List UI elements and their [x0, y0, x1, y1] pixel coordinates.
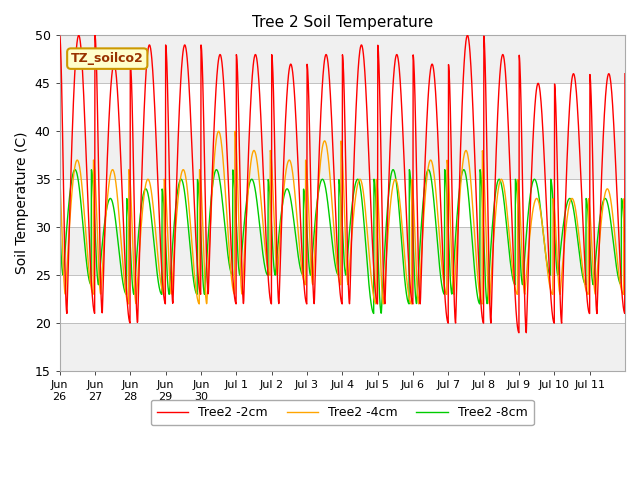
Tree2 -8cm: [56, 219, 63, 225]
Tree2 -2cm: [261, 211, 269, 216]
Tree2 -4cm: [56, 170, 63, 176]
Bar: [60, 179, 625, 227]
Tree2 -2cm: [588, 93, 595, 99]
Bar: [60, 84, 625, 131]
Bar: [60, 227, 625, 275]
Tree2 -2cm: [515, 330, 523, 336]
Tree2 -4cm: [588, 234, 595, 240]
Tree2 -4cm: [239, 273, 247, 278]
Tree2 -2cm: [621, 71, 629, 77]
Tree2 -8cm: [588, 268, 595, 274]
Tree2 -4cm: [591, 288, 598, 294]
Tree2 -8cm: [389, 167, 397, 172]
Bar: [60, 275, 625, 323]
Bar: [60, 36, 625, 84]
Tree2 -4cm: [354, 182, 362, 188]
Line: Tree2 -8cm: Tree2 -8cm: [60, 169, 625, 313]
Tree2 -2cm: [56, 33, 63, 38]
Tree2 -8cm: [591, 267, 598, 273]
Y-axis label: Soil Temperature (C): Soil Temperature (C): [15, 132, 29, 275]
Tree2 -8cm: [621, 239, 629, 244]
Tree2 -2cm: [199, 79, 207, 84]
Legend: Tree2 -2cm, Tree2 -4cm, Tree2 -8cm: Tree2 -2cm, Tree2 -4cm, Tree2 -8cm: [151, 400, 534, 425]
Title: Tree 2 Soil Temperature: Tree 2 Soil Temperature: [252, 15, 433, 30]
Tree2 -8cm: [353, 177, 361, 182]
Tree2 -4cm: [199, 224, 207, 229]
Tree2 -8cm: [199, 275, 207, 280]
Tree2 -4cm: [478, 301, 486, 307]
Bar: [60, 323, 625, 371]
Line: Tree2 -4cm: Tree2 -4cm: [60, 132, 625, 304]
Tree2 -8cm: [239, 236, 246, 242]
Tree2 -8cm: [370, 311, 378, 316]
Tree2 -2cm: [353, 83, 361, 88]
Tree2 -4cm: [261, 246, 269, 252]
Tree2 -8cm: [261, 264, 269, 270]
Tree2 -2cm: [239, 294, 246, 300]
Tree2 -4cm: [621, 204, 629, 210]
Text: TZ_soilco2: TZ_soilco2: [71, 52, 143, 65]
Bar: [60, 131, 625, 179]
X-axis label: Time: Time: [325, 408, 359, 421]
Tree2 -2cm: [591, 241, 598, 247]
Line: Tree2 -2cm: Tree2 -2cm: [60, 36, 625, 333]
Tree2 -4cm: [215, 129, 223, 134]
